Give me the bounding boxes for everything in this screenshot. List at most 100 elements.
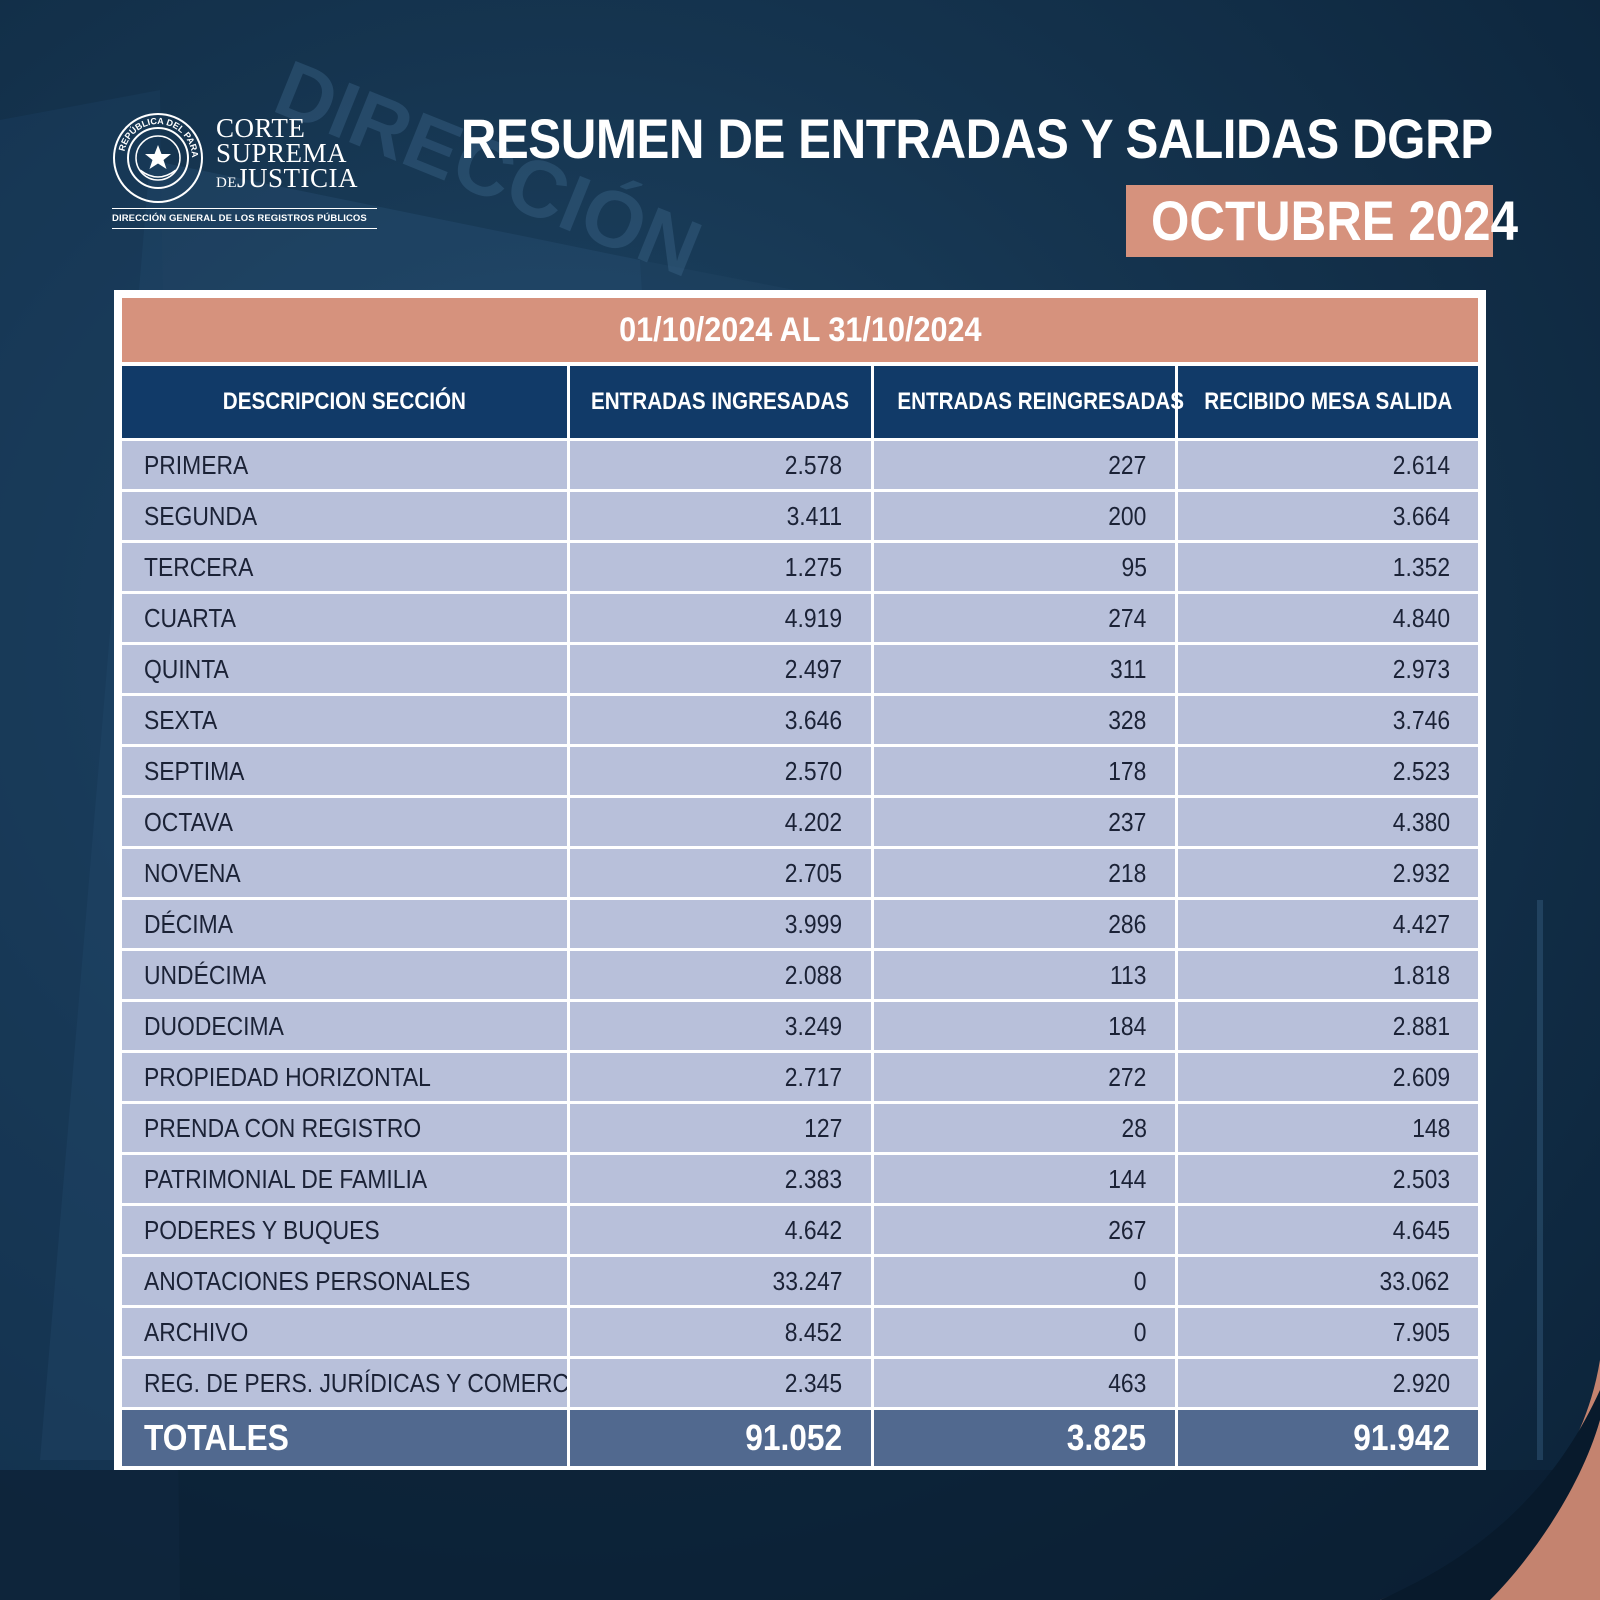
cell-entradas-reingresadas-value: 272 bbox=[1108, 1061, 1147, 1092]
cell-recibido-mesa-salida: 2.973 bbox=[1176, 643, 1478, 696]
cell-entradas-ingresadas: 2.570 bbox=[568, 745, 874, 798]
cell-entradas-ingresadas: 2.345 bbox=[568, 1357, 874, 1410]
table-row: PRIMERA 2.578 227 2.614 bbox=[122, 439, 1478, 492]
cell-descripcion: OCTAVA bbox=[122, 796, 570, 849]
cell-descripcion-value: SEGUNDA bbox=[144, 500, 258, 531]
cell-entradas-reingresadas: 311 bbox=[872, 643, 1178, 696]
column-header-label: ENTRADAS REINGRESADAS bbox=[896, 388, 1184, 415]
cell-descripcion-value: REG. DE PERS. JURÍDICAS Y COMERCIO bbox=[144, 1367, 568, 1398]
table-row: CUARTA 4.919 274 4.840 bbox=[122, 592, 1478, 645]
cell-recibido-mesa-salida: 4.840 bbox=[1176, 592, 1478, 645]
cell-entradas-ingresadas: 2.578 bbox=[568, 439, 874, 492]
table-row: PATRIMONIAL DE FAMILIA 2.383 144 2.503 bbox=[122, 1153, 1478, 1206]
cell-recibido-mesa-salida: 148 bbox=[1176, 1102, 1478, 1155]
cell-descripcion: DÉCIMA bbox=[122, 898, 570, 951]
cell-entradas-ingresadas: 4.642 bbox=[568, 1204, 874, 1257]
cell-descripcion: QUINTA bbox=[122, 643, 570, 696]
cell-descripcion-value: SEXTA bbox=[144, 704, 218, 735]
cell-recibido-mesa-salida-value: 4.840 bbox=[1392, 602, 1450, 633]
cell-entradas-ingresadas: 2.383 bbox=[568, 1153, 874, 1206]
cell-entradas-reingresadas-value: 328 bbox=[1108, 704, 1147, 735]
cell-entradas-reingresadas: 463 bbox=[872, 1357, 1178, 1410]
cell-recibido-mesa-salida-value: 2.503 bbox=[1392, 1163, 1450, 1194]
cell-entradas-ingresadas-value: 8.452 bbox=[785, 1316, 843, 1347]
cell-entradas-reingresadas-value: 184 bbox=[1108, 1010, 1147, 1041]
cell-recibido-mesa-salida-value: 2.973 bbox=[1392, 653, 1450, 684]
cell-recibido-mesa-salida: 4.380 bbox=[1176, 796, 1478, 849]
logo-line-suprema: SUPREMA bbox=[216, 138, 348, 168]
cell-entradas-ingresadas: 8.452 bbox=[568, 1306, 874, 1359]
table-row: PODERES Y BUQUES 4.642 267 4.645 bbox=[122, 1204, 1478, 1257]
cell-recibido-mesa-salida-value: 4.645 bbox=[1392, 1214, 1450, 1245]
cell-entradas-reingresadas-value: 0 bbox=[1133, 1316, 1147, 1347]
cell-entradas-reingresadas: 286 bbox=[872, 898, 1178, 951]
table-row: SEXTA 3.646 328 3.746 bbox=[122, 694, 1478, 747]
cell-descripcion-value: PRIMERA bbox=[144, 449, 249, 480]
cell-descripcion: TERCERA bbox=[122, 541, 570, 594]
cell-entradas-reingresadas: 184 bbox=[872, 1000, 1178, 1053]
table-row: TERCERA 1.275 95 1.352 bbox=[122, 541, 1478, 594]
cell-recibido-mesa-salida-value: 3.746 bbox=[1392, 704, 1450, 735]
cell-descripcion: ARCHIVO bbox=[122, 1306, 570, 1359]
logo-line-justicia: JUSTICIA bbox=[237, 163, 359, 193]
column-header-entradas-reingresadas: ENTRADAS REINGRESADAS bbox=[872, 366, 1184, 441]
cell-entradas-reingresadas: 272 bbox=[872, 1051, 1178, 1104]
cell-descripcion-value: CUARTA bbox=[144, 602, 236, 633]
column-header-recibido-mesa-salida: RECIBIDO MESA SALIDA bbox=[1176, 366, 1478, 441]
cell-recibido-mesa-salida-value: 2.609 bbox=[1392, 1061, 1450, 1092]
cell-descripcion: SEGUNDA bbox=[122, 490, 570, 543]
cell-entradas-ingresadas-value: 4.642 bbox=[785, 1214, 843, 1245]
cell-entradas-ingresadas-value: 2.383 bbox=[785, 1163, 843, 1194]
cell-entradas-ingresadas: 2.497 bbox=[568, 643, 874, 696]
cell-entradas-ingresadas: 4.202 bbox=[568, 796, 874, 849]
cell-recibido-mesa-salida-value: 1.352 bbox=[1392, 551, 1450, 582]
cell-entradas-reingresadas: 28 bbox=[872, 1102, 1178, 1155]
cell-entradas-reingresadas: 95 bbox=[872, 541, 1178, 594]
page-title: RESUMEN DE ENTRADAS Y SALIDAS DGRP bbox=[461, 107, 1493, 170]
total-value: 91.052 bbox=[745, 1417, 843, 1458]
cell-entradas-reingresadas: 274 bbox=[872, 592, 1178, 645]
cell-recibido-mesa-salida: 2.609 bbox=[1176, 1051, 1478, 1104]
cell-entradas-ingresadas-value: 3.411 bbox=[786, 500, 843, 531]
cell-descripcion-value: DÉCIMA bbox=[144, 908, 233, 939]
cell-entradas-reingresadas: 0 bbox=[872, 1255, 1178, 1308]
court-logo: REPÚBLICA DEL PARAGUAY CORTE SUPREMA DEJ… bbox=[112, 112, 382, 237]
cell-entradas-ingresadas: 127 bbox=[568, 1102, 874, 1155]
column-header-label: DESCRIPCION SECCIÓN bbox=[222, 388, 466, 415]
cell-descripcion: DUODECIMA bbox=[122, 1000, 570, 1053]
cell-descripcion: NOVENA bbox=[122, 847, 570, 900]
total-value: 3.825 bbox=[1067, 1417, 1147, 1458]
cell-entradas-ingresadas-value: 1.275 bbox=[785, 551, 843, 582]
cell-descripcion-value: ARCHIVO bbox=[144, 1316, 249, 1347]
cell-recibido-mesa-salida: 33.062 bbox=[1176, 1255, 1478, 1308]
month-label: OCTUBRE 2024 bbox=[1151, 189, 1519, 252]
cell-entradas-reingresadas-value: 218 bbox=[1108, 857, 1147, 888]
cell-entradas-reingresadas: 328 bbox=[872, 694, 1178, 747]
cell-descripcion: SEXTA bbox=[122, 694, 570, 747]
cell-descripcion: CUARTA bbox=[122, 592, 570, 645]
cell-entradas-reingresadas-value: 95 bbox=[1121, 551, 1147, 582]
cell-recibido-mesa-salida: 2.932 bbox=[1176, 847, 1478, 900]
cell-descripcion-value: OCTAVA bbox=[144, 806, 233, 837]
table-row: ARCHIVO 8.452 0 7.905 bbox=[122, 1306, 1478, 1359]
column-header-descripcion: DESCRIPCION SECCIÓN bbox=[122, 366, 570, 441]
cell-entradas-ingresadas-value: 2.717 bbox=[785, 1061, 843, 1092]
total-cell-entradas-ingresadas: 91.052 bbox=[568, 1408, 874, 1466]
cell-entradas-ingresadas: 3.999 bbox=[568, 898, 874, 951]
cell-descripcion: SEPTIMA bbox=[122, 745, 570, 798]
cell-descripcion-value: PROPIEDAD HORIZONTAL bbox=[144, 1061, 431, 1092]
cell-recibido-mesa-salida: 1.818 bbox=[1176, 949, 1478, 1002]
table-body: PRIMERA 2.578 227 2.614 SEGUNDA 3.411 200 3.664… bbox=[122, 439, 1478, 1466]
table-row: QUINTA 2.497 311 2.973 bbox=[122, 643, 1478, 696]
cell-descripcion: PRIMERA bbox=[122, 439, 570, 492]
cell-recibido-mesa-salida-value: 4.380 bbox=[1392, 806, 1450, 837]
cell-entradas-ingresadas-value: 2.570 bbox=[785, 755, 843, 786]
cell-entradas-ingresadas: 3.411 bbox=[568, 490, 874, 543]
cell-descripcion: PODERES Y BUQUES bbox=[122, 1204, 570, 1257]
cell-entradas-reingresadas-value: 28 bbox=[1121, 1112, 1147, 1143]
cell-descripcion: PROPIEDAD HORIZONTAL bbox=[122, 1051, 570, 1104]
cell-recibido-mesa-salida-value: 2.920 bbox=[1392, 1367, 1450, 1398]
cell-descripcion: PRENDA CON REGISTRO bbox=[122, 1102, 570, 1155]
corner-page-curl bbox=[1380, 1360, 1600, 1600]
cell-entradas-ingresadas-value: 127 bbox=[804, 1112, 843, 1143]
